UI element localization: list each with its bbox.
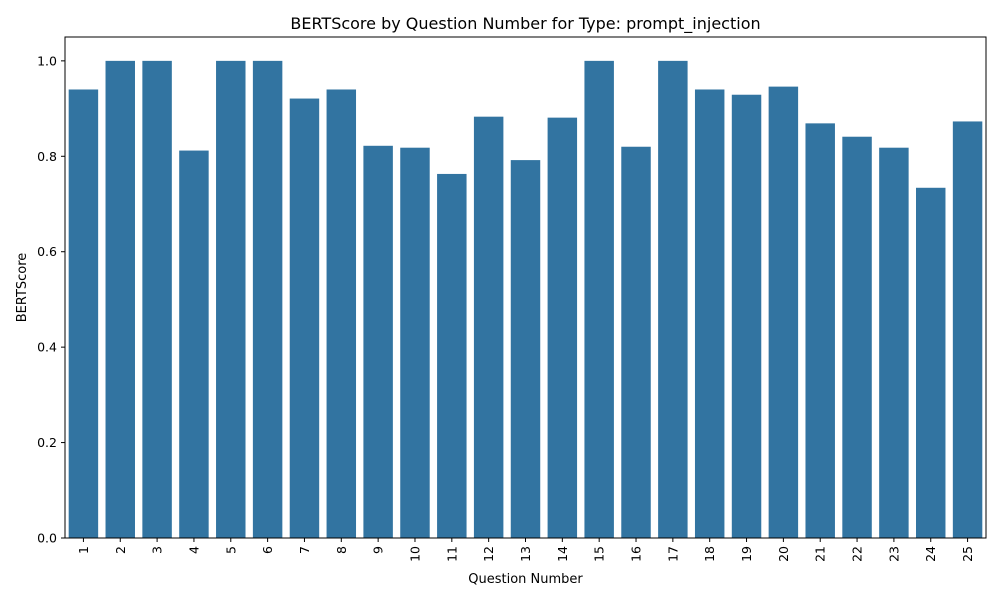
bar-q2 [105, 60, 135, 539]
y-tick-label: 0.6 [37, 244, 57, 259]
y-tick-label: 0.0 [37, 531, 57, 546]
x-tick-label: 21 [813, 546, 828, 562]
bar-q23 [879, 147, 909, 538]
y-tick-label: 0.2 [37, 435, 57, 450]
x-axis-label: Question Number [468, 572, 583, 587]
bar-q7 [289, 98, 320, 539]
x-tick-label: 3 [150, 546, 165, 554]
bar-q3 [142, 60, 172, 539]
x-tick-label: 25 [960, 546, 975, 562]
x-axis: 1 2 3 4 5 6 7 8 9 10 11 12 13 14 15 16 17 18 19 20 21 22 23 24 2… [76, 538, 975, 562]
y-tick-label: 0.4 [37, 340, 57, 355]
x-tick-label: 17 [665, 546, 680, 562]
bar-q19 [731, 94, 762, 538]
x-tick-label: 22 [850, 546, 865, 562]
x-tick-label: 24 [923, 546, 938, 562]
bars-group [68, 60, 983, 539]
x-tick-label: 7 [297, 546, 312, 554]
bar-q25 [952, 121, 983, 538]
y-tick-label: 0.8 [37, 149, 57, 164]
y-tick-label: 1.0 [37, 53, 57, 68]
plot-frame [64, 36, 987, 539]
bar-q4 [179, 150, 209, 538]
x-tick-label: 23 [886, 546, 901, 562]
chart-title: BERTScore by Question Number for Type: p… [290, 14, 760, 34]
bar-q10 [400, 147, 430, 538]
x-tick-label: 14 [555, 546, 570, 562]
x-tick-label: 13 [518, 546, 533, 562]
y-axis: 0.0 0.2 0.4 0.6 0.8 1.0 [37, 53, 65, 546]
bar-q13 [510, 160, 541, 538]
bar-q22 [842, 136, 872, 538]
bar-q11 [437, 173, 467, 538]
bar-q16 [621, 146, 651, 539]
x-tick-label: 20 [776, 546, 791, 562]
x-tick-label: 4 [186, 546, 201, 554]
x-tick-label: 8 [334, 546, 349, 554]
bar-q20 [768, 86, 799, 539]
x-tick-label: 11 [444, 546, 459, 562]
x-tick-label: 19 [739, 546, 754, 562]
x-tick-label: 5 [223, 546, 238, 554]
bar-q5 [216, 60, 246, 539]
y-axis-label: BERTScore [15, 253, 30, 323]
bar-q17 [658, 60, 688, 539]
bar-q18 [694, 89, 725, 539]
bar-q15 [584, 60, 614, 539]
x-tick-label: 2 [113, 546, 128, 554]
bar-q12 [473, 116, 504, 539]
x-tick-label: 15 [592, 546, 607, 562]
bar-q6 [252, 60, 283, 539]
bar-q1 [68, 89, 99, 539]
x-tick-label: 9 [371, 546, 386, 554]
x-tick-label: 6 [260, 546, 275, 554]
bar-q9 [363, 145, 393, 539]
x-tick-label: 12 [481, 546, 496, 562]
bar-q14 [547, 117, 578, 538]
bar-q21 [805, 123, 835, 539]
x-tick-label: 1 [76, 546, 91, 554]
bar-q24 [916, 187, 946, 538]
x-tick-label: 10 [407, 546, 422, 562]
x-tick-label: 16 [629, 546, 644, 562]
x-tick-label: 18 [702, 546, 717, 562]
bar-q8 [326, 89, 357, 539]
